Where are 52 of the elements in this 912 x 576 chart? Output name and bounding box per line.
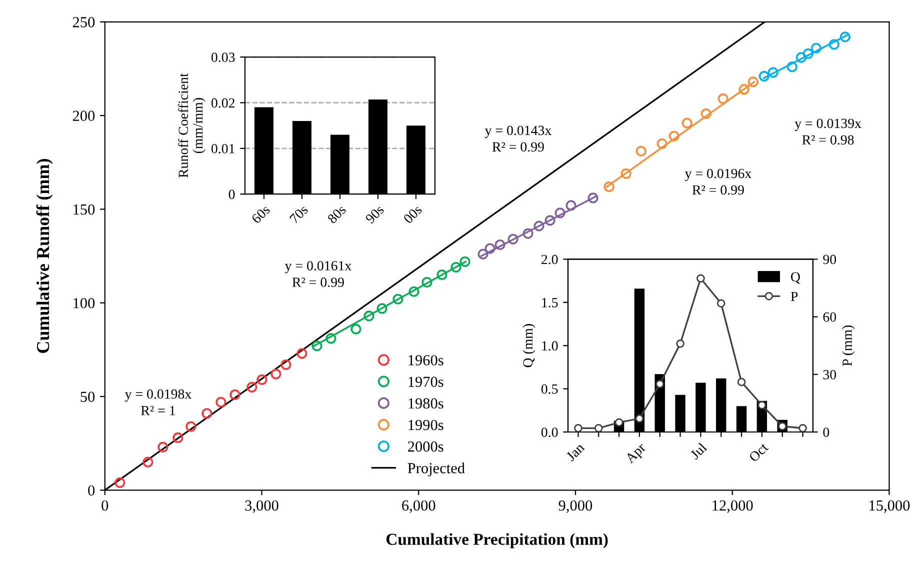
legend-label: Projected [408,462,465,476]
y-axis-title: Runoff Coefficient (mm/mm) [178,73,206,178]
x-tick-label: 80s [326,204,347,224]
y-tick-label: 0.01 [211,144,234,154]
legend-label: 1980s [408,398,444,409]
y2-tick-label: 0 [823,428,830,437]
x-tick-label: 0 [102,500,108,511]
x-tick-label: 3,000 [245,500,278,513]
y2-tick-label: 30 [823,370,836,380]
x-tick-label: Apr [624,442,648,466]
y-tick-label: 200 [72,110,95,121]
annotation: y = 0.0196x R² = 0.99 [684,168,752,195]
x-tick-label: Jul [689,442,708,460]
annotation: y = 0.0198x R² = 1 [124,389,192,416]
y-axis-title: Q (mm) [522,324,536,368]
y-tick-label: 0.5 [541,384,558,394]
x-tick-label: 12,000 [712,500,753,513]
x-tick-label: 15,000 [870,500,910,513]
x-tick-label: 70s [289,204,309,224]
y-tick-label: 0.02 [211,98,234,108]
legend-label: 1990s [408,420,444,430]
y-tick-label: 100 [74,298,95,308]
x-tick-label: Oct [748,442,769,462]
y-tick-label: 50 [80,392,95,402]
x-tick-label: 90s [364,204,384,224]
annotation: y = 0.0139x R² = 0.98 [794,118,862,145]
y-tick-label: 2.0 [542,254,558,264]
y-tick-label: 1.0 [542,341,558,351]
y-tick-label: 0.03 [211,52,235,62]
x-axis-title: Cumulative Precipitation (mm) [386,533,608,548]
x-tick-label: 00s [402,204,422,224]
legend-label: 1970s [408,376,444,387]
y2-axis-title: P (mm) [842,325,855,366]
y-tick-label: 0 [228,190,235,200]
annotation: y = 0.0161x R² = 0.99 [284,261,352,287]
annotation: y = 0.0143x R² = 0.99 [484,126,552,152]
y-tick-label: 150 [74,204,95,215]
legend-label: 1960s [408,355,444,366]
y-tick-label: 0.0 [541,428,558,438]
legend-label: 2000s [408,441,444,452]
y-axis-title: Cumulative Runoff (mm) [36,159,53,353]
legend-label: Q [790,272,800,284]
y2-tick-label: 60 [823,312,836,322]
y-tick-label: 1.5 [542,298,558,308]
x-tick-label: 9,000 [558,500,592,513]
x-tick-label: 6,000 [402,500,436,513]
x-tick-label: 60s [251,204,271,224]
x-tick-label: Jan [566,442,585,462]
legend-label: P [790,292,798,302]
y-tick-label: 250 [72,17,95,28]
y-tick-label: 0 [88,485,95,496]
y2-tick-label: 90 [823,254,836,264]
